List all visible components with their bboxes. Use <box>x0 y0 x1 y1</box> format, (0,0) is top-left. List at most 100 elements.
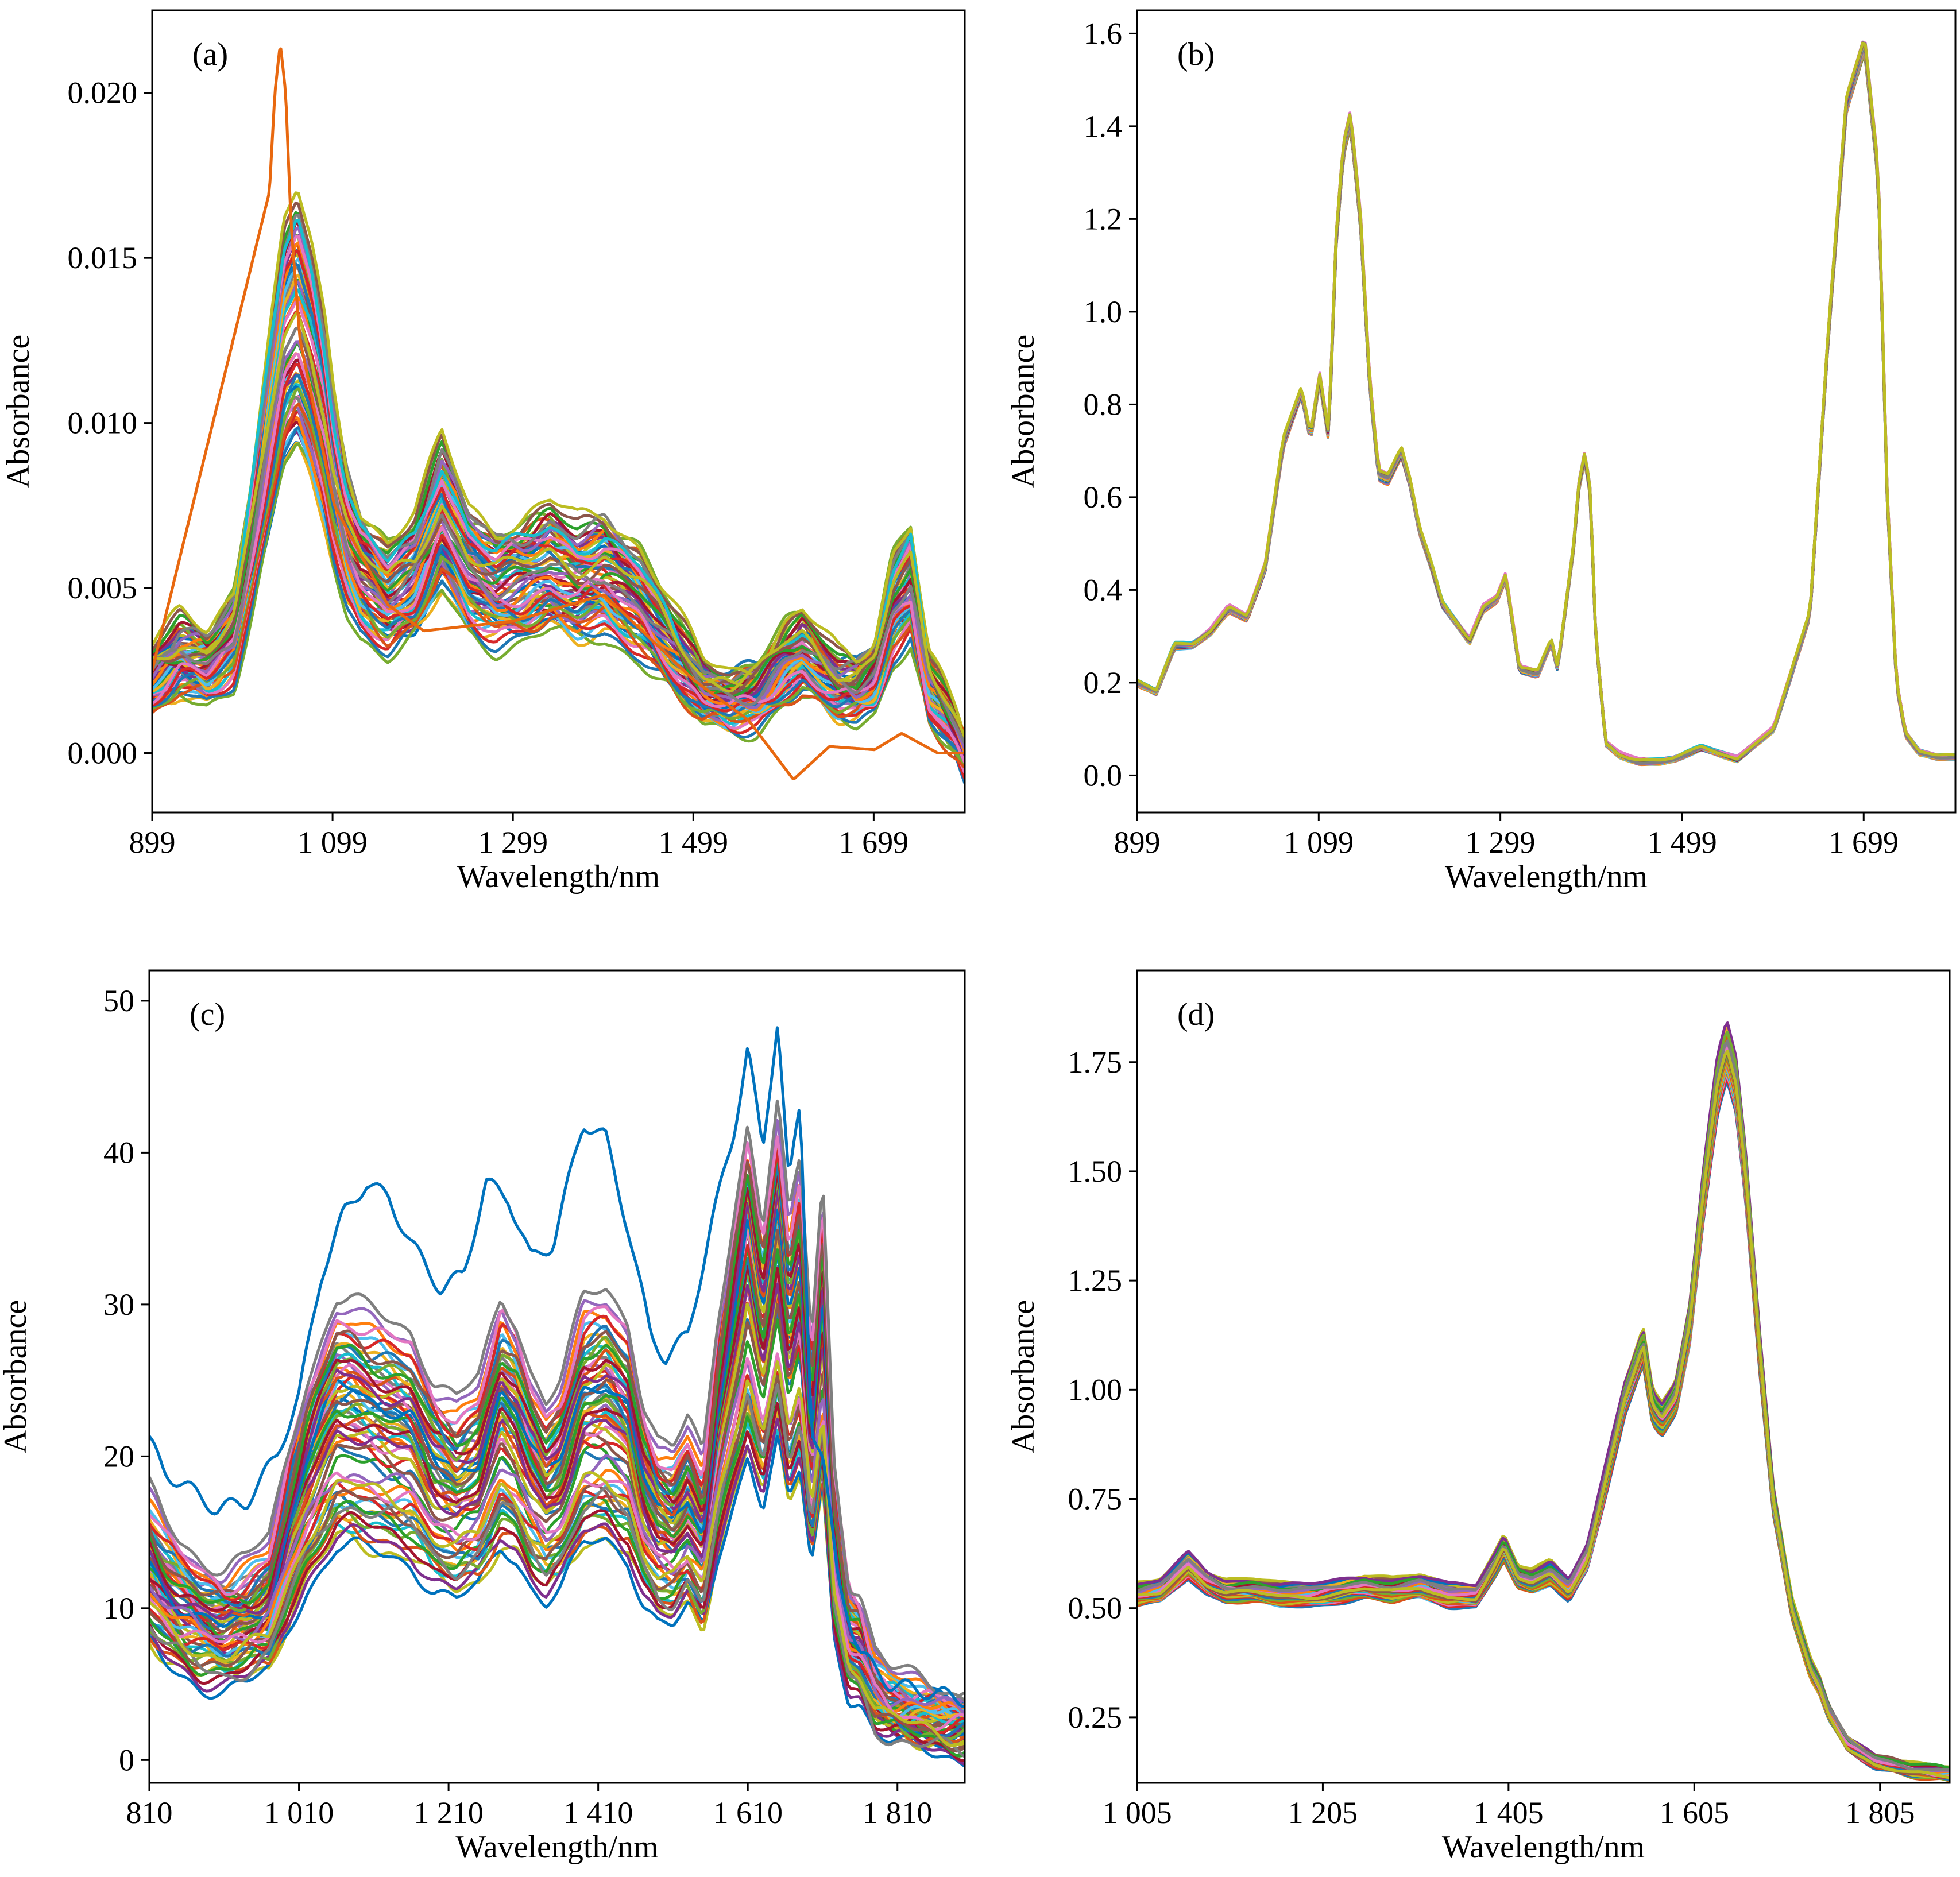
x-tick-label: 810 <box>126 1795 173 1830</box>
spectrum-line <box>1137 1029 1950 1777</box>
spectrum-line <box>1137 1054 1950 1782</box>
spectrum-line <box>1137 1059 1950 1783</box>
y-tick-label: 1.25 <box>1068 1263 1123 1298</box>
spectrum-line <box>1137 1070 1950 1781</box>
spectrum-line <box>152 191 965 737</box>
outlier-spectrum-line <box>149 1026 965 1708</box>
spectrum-line <box>1137 1056 1950 1778</box>
x-tick-label: 1 299 <box>1466 825 1536 860</box>
spectrum-line <box>1137 1043 1950 1773</box>
x-tick-label: 1 805 <box>1845 1795 1915 1830</box>
x-tick-label: 1 005 <box>1102 1795 1172 1830</box>
spectrum-line <box>152 383 965 753</box>
spectrum-line <box>1137 1046 1950 1778</box>
spectrum-line <box>1137 1074 1950 1780</box>
spectrum-line <box>1137 1050 1950 1775</box>
plot-frame <box>148 969 966 1784</box>
spectrum-line <box>1137 1070 1950 1774</box>
y-axis-label: Absorbance <box>1006 1300 1041 1453</box>
spectrum-line <box>1137 1066 1950 1780</box>
spectrum-line <box>1137 1074 1950 1778</box>
spectrum-line <box>1137 41 1955 765</box>
spectrum-line <box>149 1360 965 1747</box>
panel-d: 1 005 1 205 1 405 1 605 1 805 0.25 0.50 0.75 1.0… <box>1006 969 1951 1865</box>
x-tick-label: 1 099 <box>297 825 368 860</box>
y-tick-label: 0.4 <box>1084 572 1123 607</box>
y-tick-label: 1.00 <box>1068 1372 1123 1407</box>
x-tick-label: 1 210 <box>413 1795 484 1830</box>
spectrum-line <box>1137 1069 1950 1778</box>
y-tick-label: 1.4 <box>1084 109 1123 144</box>
y-tick-label: 1.6 <box>1084 16 1123 51</box>
y-axis-label: Absorbance <box>0 1300 33 1453</box>
spectrum-line <box>152 234 965 738</box>
spectrum-line <box>1137 1061 1950 1774</box>
spectrum-line <box>152 427 965 762</box>
spectrum-line <box>1137 1046 1950 1774</box>
plot-frame <box>1136 9 1957 814</box>
panel-label: (d) <box>1177 997 1215 1032</box>
x-axis-label: Wavelength/nm <box>455 1829 658 1865</box>
y-tick-label: 0 <box>119 1743 134 1777</box>
panel-label: (c) <box>190 997 225 1032</box>
spectrum-line <box>1137 1024 1950 1774</box>
spectrum-line <box>1137 1029 1950 1774</box>
spectrum-line <box>1137 1071 1950 1779</box>
spectrum-line <box>1137 1049 1950 1779</box>
spectrum-line <box>1137 1059 1950 1774</box>
spectrum-line <box>1137 1064 1950 1775</box>
y-tick-label: 1.0 <box>1084 295 1123 329</box>
spectra-group <box>1137 40 1955 767</box>
y-tick-label: 20 <box>103 1439 134 1473</box>
spectrum-line <box>152 262 965 784</box>
x-tick-label: 1 405 <box>1474 1795 1544 1830</box>
spectrum-line <box>152 362 965 763</box>
spectrum-line <box>1137 1052 1950 1780</box>
spectrum-line <box>1137 1063 1950 1780</box>
y-tick-label: 0.015 <box>68 241 138 275</box>
spectrum-line <box>152 211 965 738</box>
spectrum-line <box>1137 1034 1950 1778</box>
spectrum-line <box>1137 41 1955 762</box>
y-tick-label: 1.2 <box>1084 202 1123 236</box>
y-tick-label: 0.25 <box>1068 1700 1123 1735</box>
spectrum-line <box>1137 1039 1950 1772</box>
spectrum-line <box>1137 1030 1950 1776</box>
y-tick-label: 0.020 <box>68 76 138 110</box>
plot-frame <box>1136 969 1951 1784</box>
y-tick-label: 0.0 <box>1084 758 1123 792</box>
x-tick-label: 1 410 <box>563 1795 633 1830</box>
y-tick-label: 0.005 <box>68 571 138 605</box>
spectrum-line <box>152 312 965 738</box>
y-axis-label: Absorbance <box>1006 335 1041 488</box>
spectrum-line <box>1137 1047 1950 1770</box>
spectrum-line <box>1137 1029 1950 1770</box>
spectrum-line <box>1137 1066 1950 1777</box>
spectrum-line <box>152 352 965 764</box>
y-tick-label: 0.75 <box>1068 1482 1123 1516</box>
y-tick-label: 0.010 <box>68 406 138 440</box>
x-tick-label: 1 699 <box>839 825 909 860</box>
spectrum-line <box>1137 1063 1950 1772</box>
spectrum-line <box>1137 1053 1950 1777</box>
spectrum-line <box>1137 1069 1950 1777</box>
y-axis-label: Absorbance <box>1 335 36 488</box>
plot-frame <box>151 9 966 814</box>
spectrum-line <box>1137 1057 1950 1772</box>
spectrum-line <box>1137 1067 1950 1773</box>
spectrum-line <box>1137 1027 1950 1768</box>
spectrum-line <box>1137 1077 1950 1780</box>
x-tick-label: 1 205 <box>1288 1795 1358 1830</box>
spectrum-line <box>1137 1031 1950 1771</box>
spectrum-line <box>1137 1033 1950 1778</box>
spectra-group <box>152 47 965 784</box>
spectrum-line <box>152 374 965 763</box>
x-tick-label: 1 010 <box>264 1795 334 1830</box>
panel-a: 899 1 099 1 299 1 499 1 699 0.000 0.005 0.010 0.… <box>1 9 966 895</box>
x-axis-label: Wavelength/nm <box>457 859 660 895</box>
spectrum-line <box>1137 1026 1950 1774</box>
spectrum-line <box>1137 1052 1950 1781</box>
x-tick-label: 899 <box>1114 825 1161 860</box>
x-tick-label: 1 499 <box>1647 825 1717 860</box>
spectrum-line <box>1137 1073 1950 1775</box>
